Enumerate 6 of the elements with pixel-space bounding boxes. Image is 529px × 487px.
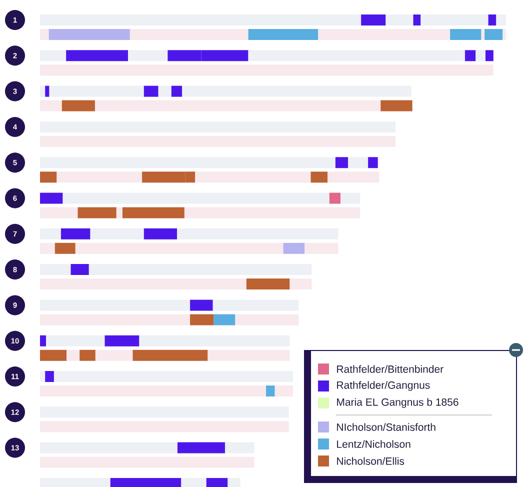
legend-label: Rathfelder/Gangnus	[337, 381, 430, 391]
legend-label: Nicholson/Ellis	[337, 457, 404, 465]
legend-label: Lentz/Nicholson	[337, 440, 410, 448]
legend-label: Maria EL Gangnus b 1856	[337, 398, 458, 408]
legend-label: Rathfelder/Bittenbinder	[337, 365, 444, 373]
legend-label: NIcholson/Stanisforth	[337, 423, 436, 431]
